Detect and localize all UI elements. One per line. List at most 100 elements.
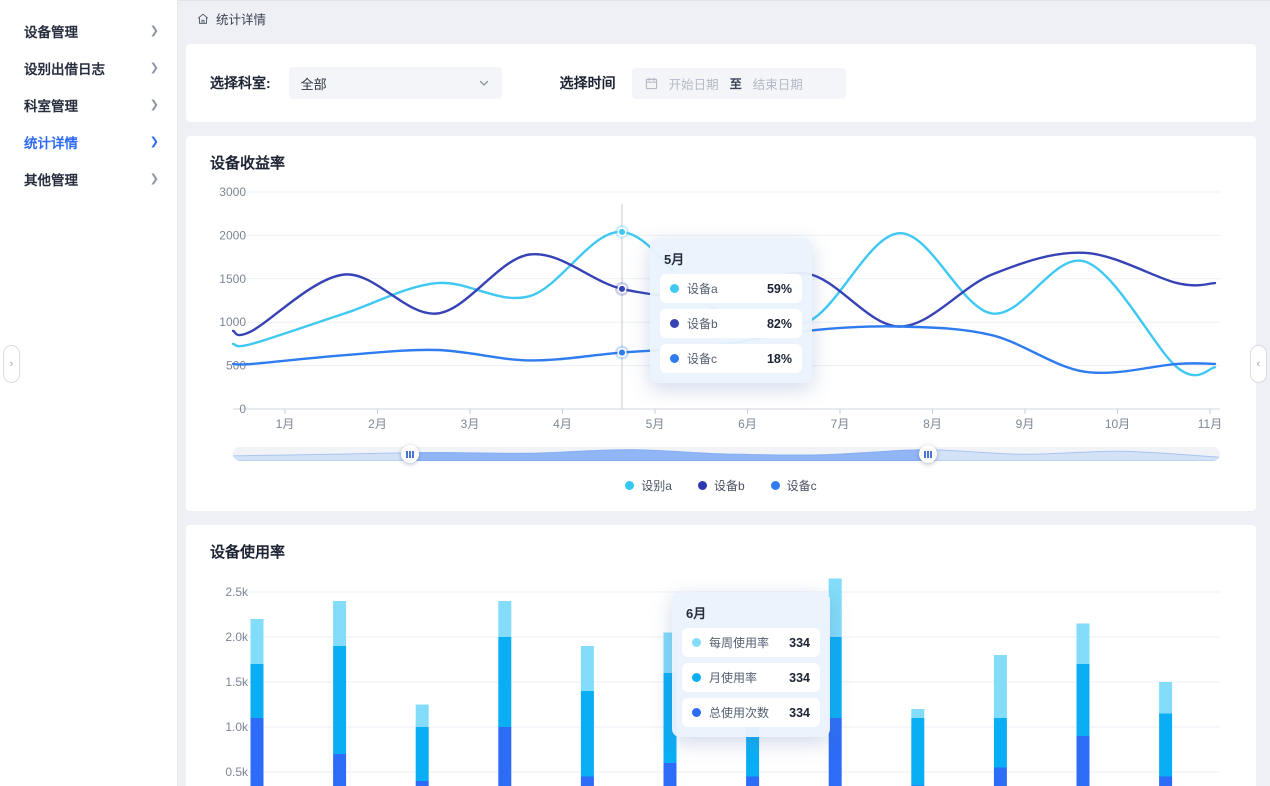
filter-bar: 选择科室: 全部 选择时间 开始日期 至 结束日期: [186, 44, 1256, 122]
bar-segment-月使用率: [580, 691, 594, 777]
legend-item-1[interactable]: 设备b: [697, 477, 745, 494]
tooltip-series-value: 82%: [766, 316, 792, 331]
y-axis-label: 1.5k: [225, 675, 249, 689]
y-axis-label: 1000: [219, 315, 246, 329]
datazoom-slider[interactable]: [233, 445, 1220, 463]
sidebar-item-3[interactable]: 统计详情 ❯: [0, 123, 177, 160]
tooltip-series-name: 设备b: [687, 317, 718, 331]
x-axis-label: 7月: [831, 417, 850, 431]
date-range-to-label: 至: [729, 76, 742, 91]
y-axis-label: 0.5k: [225, 765, 249, 779]
tooltip-series-name: 月使用率: [709, 671, 758, 685]
x-axis-label: 11月: [1198, 417, 1222, 431]
datazoom-right-handle[interactable]: [919, 445, 937, 463]
tooltip-series-dot: [670, 354, 679, 363]
x-axis-label: 4月: [553, 417, 572, 431]
date-range-picker[interactable]: 开始日期 至 结束日期: [631, 67, 846, 99]
home-icon: [197, 13, 209, 24]
bar-segment-总使用次数: [993, 767, 1007, 786]
department-select[interactable]: 全部: [288, 67, 502, 99]
sidebar-item-2[interactable]: 科室管理 ❯: [0, 86, 177, 123]
bar-segment-总使用次数: [1076, 736, 1090, 786]
datazoom-selected-range[interactable]: [410, 447, 928, 461]
bar-segment-每周使用率: [415, 704, 429, 727]
department-select-value: 全部: [300, 76, 327, 92]
top-divider: [178, 0, 1270, 1]
chevron-down-icon: [479, 80, 488, 86]
x-axis-label: 5月: [646, 417, 665, 431]
bar-segment-总使用次数: [746, 776, 760, 786]
bar-segment-每周使用率: [333, 601, 347, 646]
chevron-right-icon: ❯: [149, 25, 159, 37]
marker-dot: [617, 227, 627, 237]
bar-segment-月使用率: [911, 718, 925, 786]
tooltip-series-dot: [692, 673, 701, 682]
sidebar-item-label: 科室管理: [24, 98, 78, 114]
start-date-input[interactable]: 开始日期: [668, 77, 719, 92]
bar-segment-月使用率: [828, 637, 842, 718]
tooltip-series-name: 设备a: [687, 282, 718, 296]
end-date-input[interactable]: 结束日期: [752, 77, 803, 92]
bar-segment-总使用次数: [250, 718, 264, 786]
y-axis-label: 0: [239, 402, 246, 416]
sidebar-item-label: 设备管理: [24, 24, 78, 40]
bar-segment-月使用率: [333, 646, 347, 754]
chevron-right-icon: ❯: [149, 173, 159, 185]
sidebar-item-label: 统计详情: [24, 135, 78, 151]
y-axis-label: 2.0k: [225, 630, 249, 644]
tooltip-row: 设备c 18%: [660, 344, 802, 373]
bar-segment-每周使用率: [250, 619, 264, 664]
revenue-chart-tooltip: 5月 设备a 59% 设备b 82% 设备c 18%: [650, 238, 812, 383]
bar-segment-总使用次数: [498, 727, 512, 786]
tooltip-series-value: 334: [789, 670, 810, 685]
bar-segment-月使用率: [993, 718, 1007, 768]
chevron-right-icon: ❯: [149, 99, 159, 111]
sidebar: 设备管理 ❯ 设别出借日志 ❯ 科室管理 ❯ 统计详情 ❯ 其他管理 ❯: [0, 0, 178, 786]
tooltip-row: 设备b 82%: [660, 309, 802, 338]
tooltip-series-name: 设备c: [687, 352, 718, 366]
sidebar-item-1[interactable]: 设别出借日志 ❯: [0, 49, 177, 86]
legend-label: 设别a: [641, 479, 672, 493]
x-axis-label: 1月: [276, 417, 295, 431]
sidebar-item-label: 其他管理: [24, 172, 78, 188]
bar-segment-总使用次数: [663, 763, 677, 786]
legend-label: 设备b: [713, 479, 745, 493]
legend-dot: [770, 481, 780, 490]
x-axis-label: 6月: [738, 417, 757, 431]
legend-dot: [697, 481, 707, 490]
bar-segment-每周使用率: [580, 646, 594, 691]
bar-segment-月使用率: [1076, 664, 1090, 736]
chevron-right-icon: ❯: [149, 136, 159, 148]
bar-segment-月使用率: [746, 727, 760, 777]
tooltip-series-value: 334: [789, 705, 810, 720]
usage-chart-title: 设备使用率: [210, 544, 286, 561]
tooltip-row: 月使用率 334: [682, 663, 820, 692]
sidebar-item-0[interactable]: 设备管理 ❯: [0, 12, 177, 49]
sidebar-expand-button[interactable]: ›: [3, 345, 20, 383]
bar-segment-每周使用率: [911, 709, 925, 718]
marker-dot: [617, 348, 627, 358]
legend-item-0[interactable]: 设别a: [625, 477, 672, 494]
y-axis-label: 1.0k: [225, 720, 249, 734]
revenue-chart-title: 设备收益率: [210, 155, 286, 172]
calendar-icon: [645, 77, 657, 89]
panel-collapse-button[interactable]: ‹: [1250, 345, 1267, 383]
marker-dot: [617, 284, 627, 294]
time-filter-label: 选择时间: [559, 75, 616, 91]
revenue-chart-card: 设备收益率 0 500 1000 1500 2000 3000 1月 2月 3月 4月 5月 6月 7月…: [186, 136, 1256, 511]
legend-label: 设备c: [786, 479, 817, 493]
x-axis-label: 8月: [923, 417, 942, 431]
bar-segment-总使用次数: [828, 718, 842, 786]
department-filter-label: 选择科室:: [210, 75, 271, 91]
legend-item-2[interactable]: 设备c: [770, 477, 817, 494]
bar-segment-月使用率: [415, 727, 429, 781]
bar-segment-月使用率: [1159, 713, 1173, 777]
bar-segment-月使用率: [250, 664, 264, 718]
tooltip-row: 总使用次数 334: [682, 698, 820, 727]
breadcrumb-title: 统计详情: [216, 13, 267, 27]
datazoom-left-handle[interactable]: [401, 445, 419, 463]
sidebar-item-label: 设别出借日志: [24, 61, 105, 77]
bar-segment-总使用次数: [333, 754, 347, 786]
sidebar-item-4[interactable]: 其他管理 ❯: [0, 160, 177, 197]
tooltip-series-value: 334: [789, 635, 810, 650]
